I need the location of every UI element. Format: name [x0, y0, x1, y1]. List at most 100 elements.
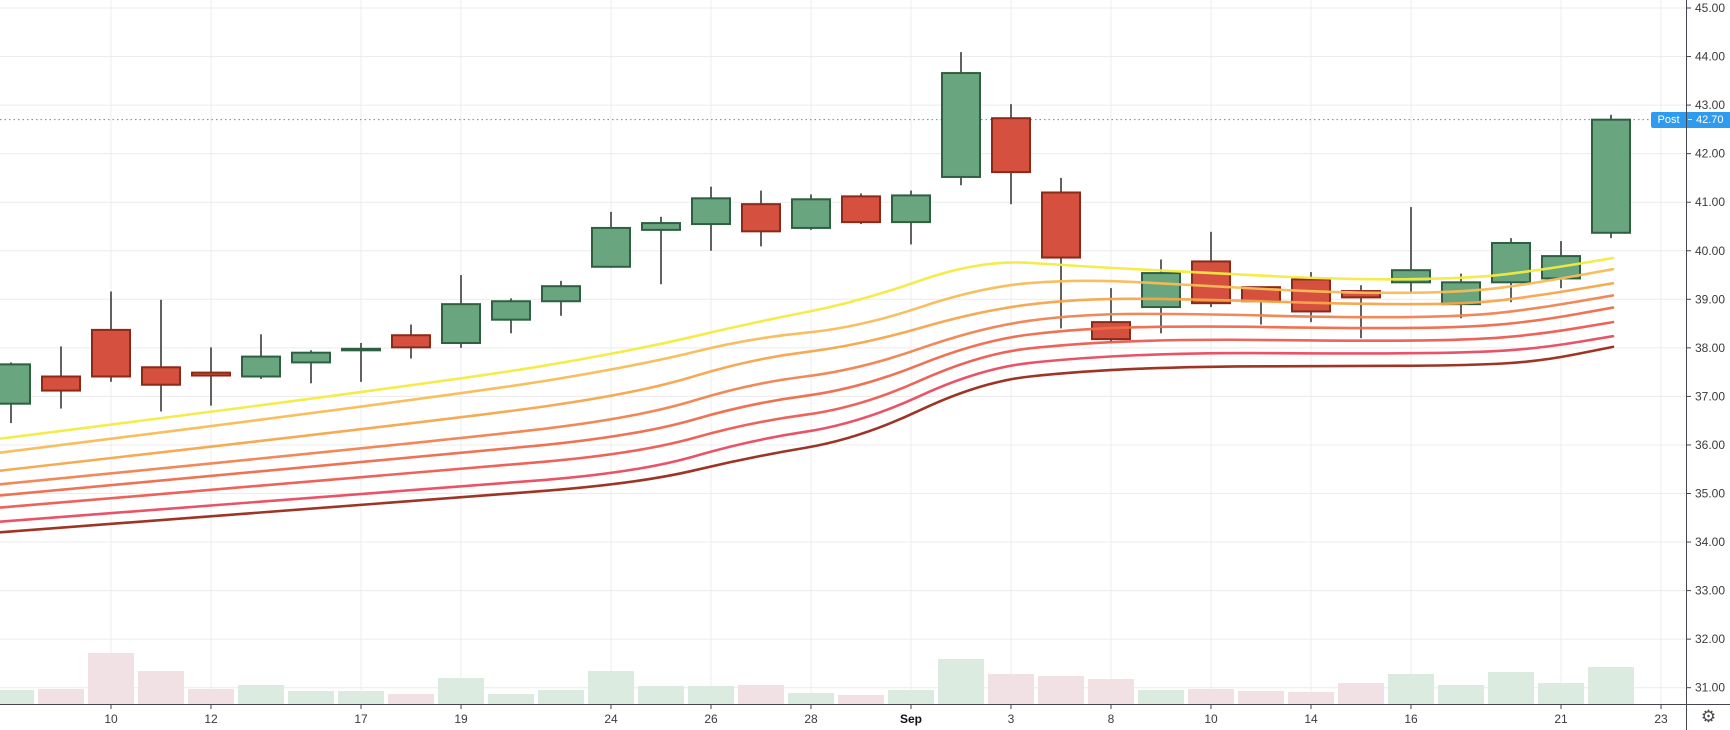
volume-bar[interactable]	[1138, 690, 1184, 704]
post-flag[interactable]: Post	[1651, 112, 1686, 128]
price-axis-label: 37.00	[1695, 389, 1725, 403]
volume-bar[interactable]	[838, 695, 884, 704]
volume-bar[interactable]	[1088, 679, 1134, 704]
volume-bar[interactable]	[88, 653, 134, 704]
volume-bar[interactable]	[738, 685, 784, 704]
candlestick[interactable]	[1141, 272, 1181, 309]
candlestick[interactable]	[291, 351, 331, 364]
volume-bar[interactable]	[1438, 685, 1484, 704]
volume-bar[interactable]	[288, 691, 334, 704]
volume-bar[interactable]	[1188, 689, 1234, 704]
volume-bar[interactable]	[888, 690, 934, 704]
volume-bar[interactable]	[1038, 676, 1084, 704]
candlestick[interactable]	[341, 347, 381, 352]
post-price-value: 42.70	[1696, 114, 1724, 126]
volume-bar[interactable]	[688, 686, 734, 704]
volume-bar[interactable]	[788, 693, 834, 704]
candlestick[interactable]	[41, 375, 81, 392]
candlestick[interactable]	[1091, 321, 1131, 341]
time-axis-label: 26	[704, 712, 718, 726]
price-axis-label: 38.00	[1695, 341, 1725, 355]
candlestick[interactable]	[1191, 260, 1231, 305]
volume-bar[interactable]	[188, 689, 234, 704]
time-axis-label: Sep	[900, 712, 922, 726]
time-axis-label: 8	[1108, 712, 1115, 726]
candlestick[interactable]	[191, 371, 231, 377]
candlestick[interactable]	[741, 203, 781, 233]
time-axis-label: 28	[804, 712, 818, 726]
time-axis[interactable]: 10 12 17 19 24 26 28 Sep 3 8 10 14 16 21 23	[104, 704, 1668, 726]
volume-bar[interactable]	[538, 690, 584, 704]
volume-bar[interactable]	[1588, 667, 1634, 704]
price-axis[interactable]: 45.00 44.00 43.00 42.00 41.00 40.00 39.00 38.00…	[1686, 1, 1725, 695]
candlestick[interactable]	[891, 194, 931, 224]
axis-settings-corner[interactable]: ⚙	[1687, 705, 1730, 730]
time-axis-label: 21	[1554, 712, 1568, 726]
time-axis-label: 23	[1654, 712, 1668, 726]
volume-bar[interactable]	[338, 691, 384, 704]
volume-bar[interactable]	[438, 678, 484, 704]
volume-bar[interactable]	[1488, 672, 1534, 704]
candlestick[interactable]	[491, 300, 531, 321]
time-axis-label: 17	[354, 712, 368, 726]
price-axis-label: 35.00	[1695, 487, 1725, 501]
volume-bar[interactable]	[1338, 683, 1384, 704]
volume-bar[interactable]	[588, 671, 634, 704]
candlestick[interactable]	[1041, 191, 1081, 259]
volume-bar[interactable]	[638, 686, 684, 704]
candlestick[interactable]	[991, 117, 1031, 174]
candlestick[interactable]	[1341, 290, 1381, 299]
volume-bar[interactable]	[1538, 683, 1584, 704]
volume-bar[interactable]	[0, 690, 34, 704]
price-axis-label: 34.00	[1695, 535, 1725, 549]
candlestick[interactable]	[1591, 118, 1631, 234]
candlestick[interactable]	[1441, 281, 1481, 306]
ema-4-line[interactable]	[0, 294, 1615, 486]
volume-bar[interactable]	[1288, 692, 1334, 704]
candlestick[interactable]	[541, 285, 581, 303]
price-axis-label: 36.00	[1695, 438, 1725, 452]
time-axis-label: 24	[604, 712, 618, 726]
volume-bar[interactable]	[238, 685, 284, 704]
candlestick[interactable]	[141, 366, 181, 386]
ema-7-line[interactable]	[0, 334, 1615, 523]
candlestick[interactable]	[641, 222, 681, 231]
candlestick[interactable]	[941, 72, 981, 178]
time-axis-label: 3	[1008, 712, 1015, 726]
candlestick[interactable]	[441, 303, 481, 344]
candlestick[interactable]	[1291, 278, 1331, 313]
ema-5-line[interactable]	[0, 306, 1615, 497]
volume-bar[interactable]	[388, 694, 434, 704]
volume-bar[interactable]	[138, 671, 184, 704]
settings-gear-icon[interactable]: ⚙	[1700, 706, 1717, 726]
ema-6-line[interactable]	[0, 320, 1615, 509]
ema-2-line[interactable]	[0, 267, 1615, 455]
candlestick[interactable]	[391, 334, 431, 349]
ema-8-line[interactable]	[0, 345, 1615, 534]
price-axis-label: 42.00	[1695, 147, 1725, 161]
price-axis-label: 33.00	[1695, 584, 1725, 598]
volume-bar[interactable]	[988, 674, 1034, 704]
price-axis-label: 39.00	[1695, 292, 1725, 306]
price-axis-label: 44.00	[1695, 50, 1725, 64]
candlestick[interactable]	[841, 195, 881, 224]
candlestick[interactable]	[1491, 241, 1531, 284]
candlestick[interactable]	[91, 328, 131, 378]
candles	[0, 52, 1631, 424]
volume-bar[interactable]	[38, 689, 84, 704]
candlestick[interactable]	[591, 226, 631, 268]
volume-bar[interactable]	[938, 659, 984, 704]
volume-bar[interactable]	[1238, 691, 1284, 704]
ema-3-line[interactable]	[0, 281, 1615, 472]
candlestick[interactable]	[691, 197, 731, 226]
volume-bar[interactable]	[1388, 674, 1434, 704]
price-axis-label: 31.00	[1695, 681, 1725, 695]
ema-1-line[interactable]	[0, 256, 1615, 440]
candlestick[interactable]	[241, 355, 281, 378]
post-price-label[interactable]: 42.70	[1687, 112, 1730, 128]
candlestick[interactable]	[791, 198, 831, 229]
candlestick[interactable]	[0, 363, 31, 405]
volume-bar[interactable]	[488, 694, 534, 704]
